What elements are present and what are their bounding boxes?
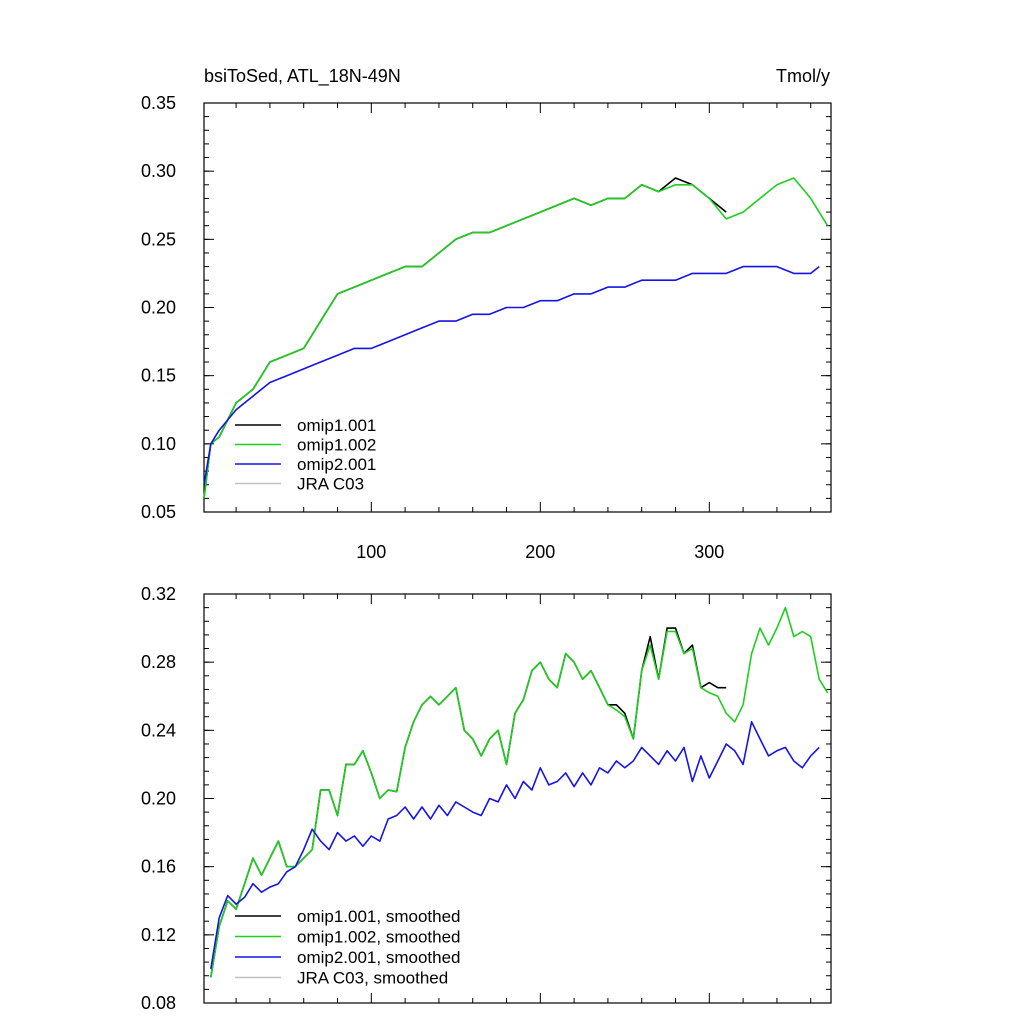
series-line [210,627,727,978]
y-tick-label: 0.32 [141,584,176,604]
y-tick-label: 0.35 [141,93,176,113]
chart-title: bsiToSed, ATL_18N-49N [204,66,401,87]
legend-label: omip2.001, smoothed [297,948,461,967]
y-tick-label: 0.05 [141,502,176,522]
axis-ticks: 0.05 0.10 0.15 0.20 0.25 0.30 0.35 100 200 300 [141,93,831,562]
legend-label: JRA C03 [297,475,364,494]
y-tick-label: 0.16 [141,857,176,877]
series-line [203,265,820,485]
y-tick-label: 0.20 [141,789,176,809]
legend-label: omip2.001 [297,455,376,474]
legend-label: omip1.002, smoothed [297,928,461,947]
series-lines [203,177,829,499]
legend-label: JRA C03, smoothed [297,969,448,988]
series-lines [210,606,829,978]
x-tick-label: 200 [525,542,555,562]
series-line [203,177,727,499]
y-tick-label: 0.25 [141,229,176,249]
y-tick-label: 0.20 [141,298,176,318]
legend-label: omip1.001, smoothed [297,907,461,926]
y-tick-label: 0.30 [141,161,176,181]
series-line [203,177,829,499]
x-tick-label: 100 [356,542,386,562]
chart-units: Tmol/y [776,66,830,86]
y-tick-label: 0.28 [141,652,176,672]
legend: omip1.001, smoothed omip1.002, smoothedom… [235,907,461,988]
bottom-panel: 0.08 0.12 0.16 0.20 0.24 0.28 0.32 omip1.001, … [141,584,832,1013]
y-tick-label: 0.24 [141,720,176,740]
y-tick-label: 0.12 [141,925,176,945]
y-tick-label: 0.10 [141,434,176,454]
legend-label: omip1.001 [297,416,376,435]
series-line [210,606,829,978]
axis-ticks: 0.08 0.12 0.16 0.20 0.24 0.28 0.32 [141,584,831,1013]
top-panel: bsiToSed, ATL_18N-49N Tmol/y 0.05 0.10 0.1… [141,66,832,562]
y-tick-label: 0.08 [141,993,176,1013]
legend-label: omip1.002 [297,436,376,455]
series-line [210,721,820,970]
x-tick-label: 300 [694,542,724,562]
y-tick-label: 0.15 [141,366,176,386]
